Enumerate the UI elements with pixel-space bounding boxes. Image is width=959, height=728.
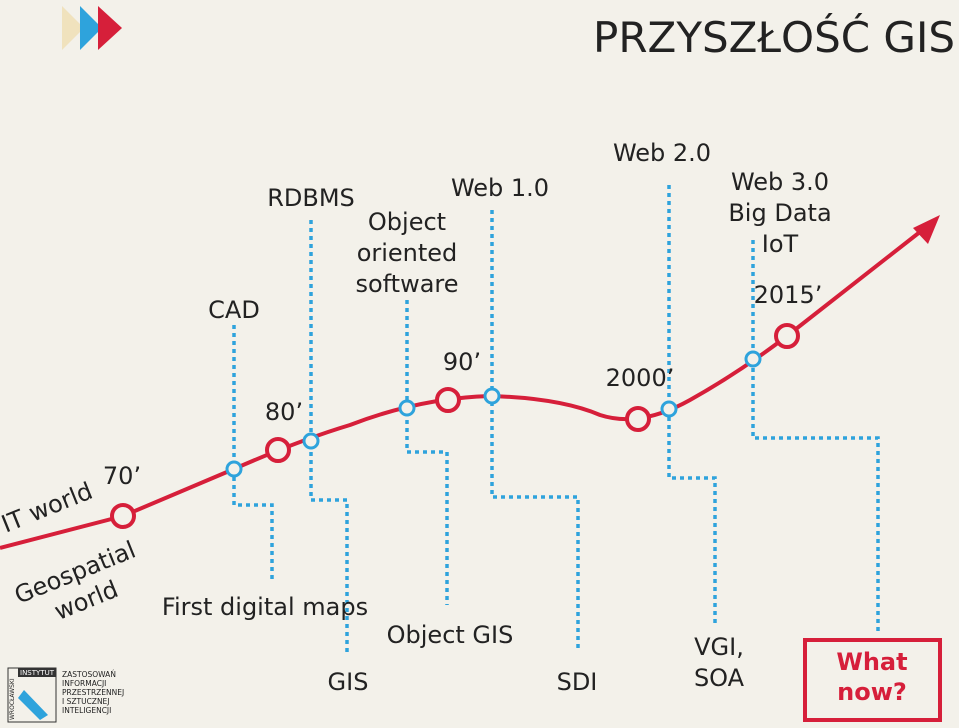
logo-line: INFORMACJI [62,679,106,688]
title: PRZYSZŁOŚĆ GIS [593,12,955,62]
era-label: Object [368,208,446,236]
decade-label: 70’ [103,462,141,490]
connector [309,220,349,655]
connector [490,210,580,650]
era-label: CAD [208,296,260,324]
decade-point [625,406,651,432]
connector [232,325,274,580]
logo-line: INTELIGENCJI [62,706,111,715]
decade-label: 90’ [443,348,481,376]
labels: CAD First digital maps RDBMS GIS Object orien… [0,139,908,715]
era-label: Web 3.0 [731,168,829,196]
era-outcome: VGI, [694,633,744,661]
era-label: Web 2.0 [613,139,711,167]
future-label: now? [837,678,907,706]
logo-line: I SZTUCZNEJ [62,697,110,706]
logo-line: PRZESTRZENNEJ [62,688,124,697]
era-point [302,432,320,450]
logo-line: ZASTOSOWAŃ [62,670,116,679]
era-label: Web 1.0 [451,174,549,202]
era-label: RDBMS [267,184,355,212]
era-label: software [355,270,458,298]
timeline [0,226,927,550]
points [110,323,800,529]
era-outcome: Object GIS [387,621,514,649]
connector [751,240,880,635]
connector [405,300,449,605]
arrow-head [913,215,940,244]
logo: WROCŁAWSKI INSTYTUT [7,667,57,723]
logo-mark [18,690,48,720]
decade-point [265,437,291,463]
era-point [483,387,501,405]
era-point [398,399,416,417]
era-outcome: SDI [557,668,598,696]
decade-label: 2015’ [754,281,823,309]
era-point [225,460,243,478]
era-label: Big Data [728,199,831,227]
era-point [744,350,762,368]
logo-badge-text: INSTYTUT [20,669,55,677]
decade-label: 2000’ [606,364,675,392]
decade-point [110,503,136,529]
decade-point [435,387,461,413]
era-outcome: First digital maps [162,593,368,621]
logo-vertical: WROCŁAWSKI [9,678,16,720]
connector [667,185,717,625]
connectors [232,185,880,655]
decade-label: 80’ [265,398,303,426]
logo-badge [18,668,56,677]
future-box [803,638,942,722]
era-outcome: GIS [328,668,369,696]
future-label: What [836,648,907,676]
era-point [660,400,678,418]
era-label: oriented [357,239,458,267]
decade-point [774,323,800,349]
era-label: IoT [762,230,799,258]
chevrons [62,6,122,50]
era-outcome: SOA [694,664,745,692]
